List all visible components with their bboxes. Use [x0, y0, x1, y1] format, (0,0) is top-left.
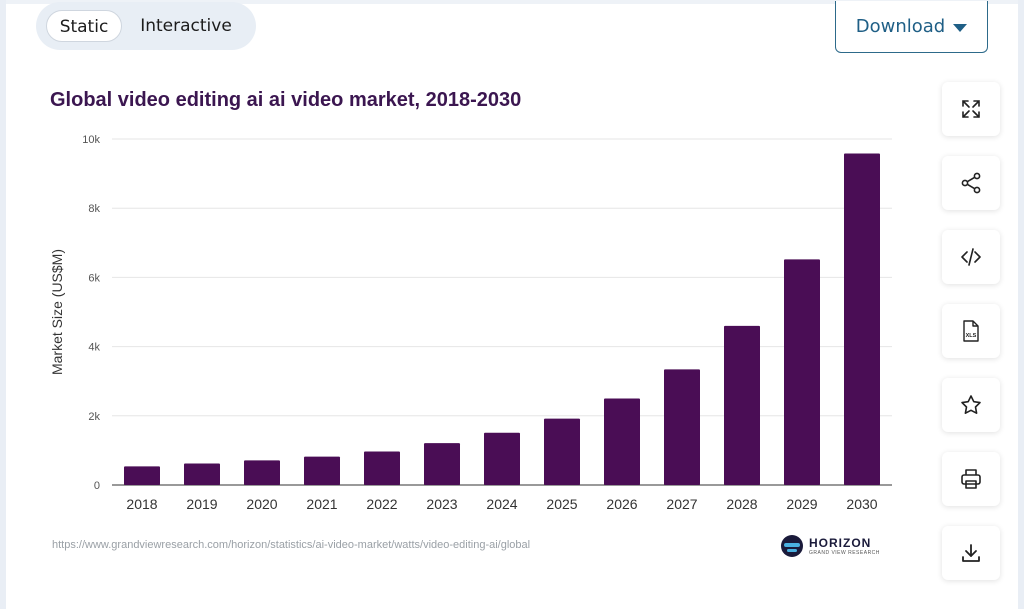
bar-chart: 0 2k 4k 6k 8k 10k Market Size (US$M) 2018 2019 20… — [49, 134, 892, 512]
x-tick-label: 2026 — [606, 496, 637, 512]
download-icon — [962, 544, 980, 562]
bar-2025[interactable] — [544, 418, 580, 485]
y-tick-label: 6k — [88, 272, 100, 284]
logo-subtitle: GRAND VIEW RESEARCH — [809, 549, 880, 556]
download-button-label: Download — [855, 16, 946, 37]
x-tick-label: 2020 — [246, 496, 277, 512]
top-edge — [0, 0, 1024, 4]
bar-2030[interactable] — [844, 153, 880, 486]
right-edge — [1018, 0, 1024, 609]
xls-export-button[interactable]: XLS — [942, 304, 1000, 358]
print-icon — [961, 469, 981, 489]
share-icon — [961, 172, 981, 194]
bar-2029[interactable] — [784, 259, 820, 485]
xls-icon-text: XLS — [966, 333, 977, 339]
bar-2027[interactable] — [664, 369, 700, 485]
bar-2022[interactable] — [364, 451, 400, 485]
interactive-toggle-button[interactable]: Interactive — [140, 16, 232, 36]
x-tick-label: 2030 — [846, 496, 877, 512]
bar-2020[interactable] — [244, 460, 280, 485]
bar-2023[interactable] — [424, 443, 460, 485]
source-url[interactable]: https://www.grandviewresearch.com/horizo… — [52, 539, 531, 551]
logo-name: HORIZON — [809, 535, 872, 550]
static-toggle-button[interactable]: Static — [46, 10, 122, 42]
bar-2024[interactable] — [484, 432, 520, 485]
left-edge — [0, 0, 6, 609]
bar-2018[interactable] — [124, 466, 160, 485]
bar-2019[interactable] — [184, 463, 220, 485]
xls-file-icon: XLS — [963, 320, 979, 342]
embed-code-icon — [961, 248, 981, 266]
y-axis-label: Market Size (US$M) — [49, 249, 65, 375]
caret-down-icon — [953, 23, 968, 32]
x-tick-label: 2018 — [126, 496, 157, 512]
x-tick-label: 2021 — [306, 496, 337, 512]
y-tick-label: 4k — [88, 342, 100, 354]
x-tick-label: 2024 — [486, 496, 517, 512]
y-tick-label: 10k — [82, 134, 100, 146]
x-tick-label: 2025 — [546, 496, 577, 512]
star-icon — [961, 395, 981, 414]
view-toggle: Static Interactive — [36, 2, 256, 50]
expand-button[interactable] — [942, 82, 1000, 136]
share-button[interactable] — [942, 156, 1000, 210]
expand-icon — [962, 100, 980, 118]
embed-code-button[interactable] — [942, 230, 1000, 284]
horizon-logo: HORIZON GRAND VIEW RESEARCH — [781, 532, 891, 560]
y-tick-label: 8k — [88, 203, 100, 215]
bar-2028[interactable] — [724, 325, 760, 485]
x-tick-label: 2029 — [786, 496, 817, 512]
print-button[interactable] — [942, 452, 1000, 506]
x-tick-label: 2023 — [426, 496, 457, 512]
bar-2026[interactable] — [604, 398, 640, 486]
download-button[interactable]: Download — [835, 1, 988, 53]
x-tick-label: 2028 — [726, 496, 757, 512]
horizon-logo-icon — [781, 535, 803, 557]
bar-2021[interactable] — [304, 456, 340, 485]
y-tick-label: 2k — [88, 411, 100, 423]
x-tick-label: 2022 — [366, 496, 397, 512]
download-image-button[interactable] — [942, 526, 1000, 580]
y-tick-label: 0 — [94, 480, 100, 492]
x-tick-label: 2019 — [186, 496, 217, 512]
x-tick-label: 2027 — [666, 496, 697, 512]
favorite-button[interactable] — [942, 378, 1000, 432]
chart-title: Global video editing ai ai video market,… — [50, 89, 522, 111]
